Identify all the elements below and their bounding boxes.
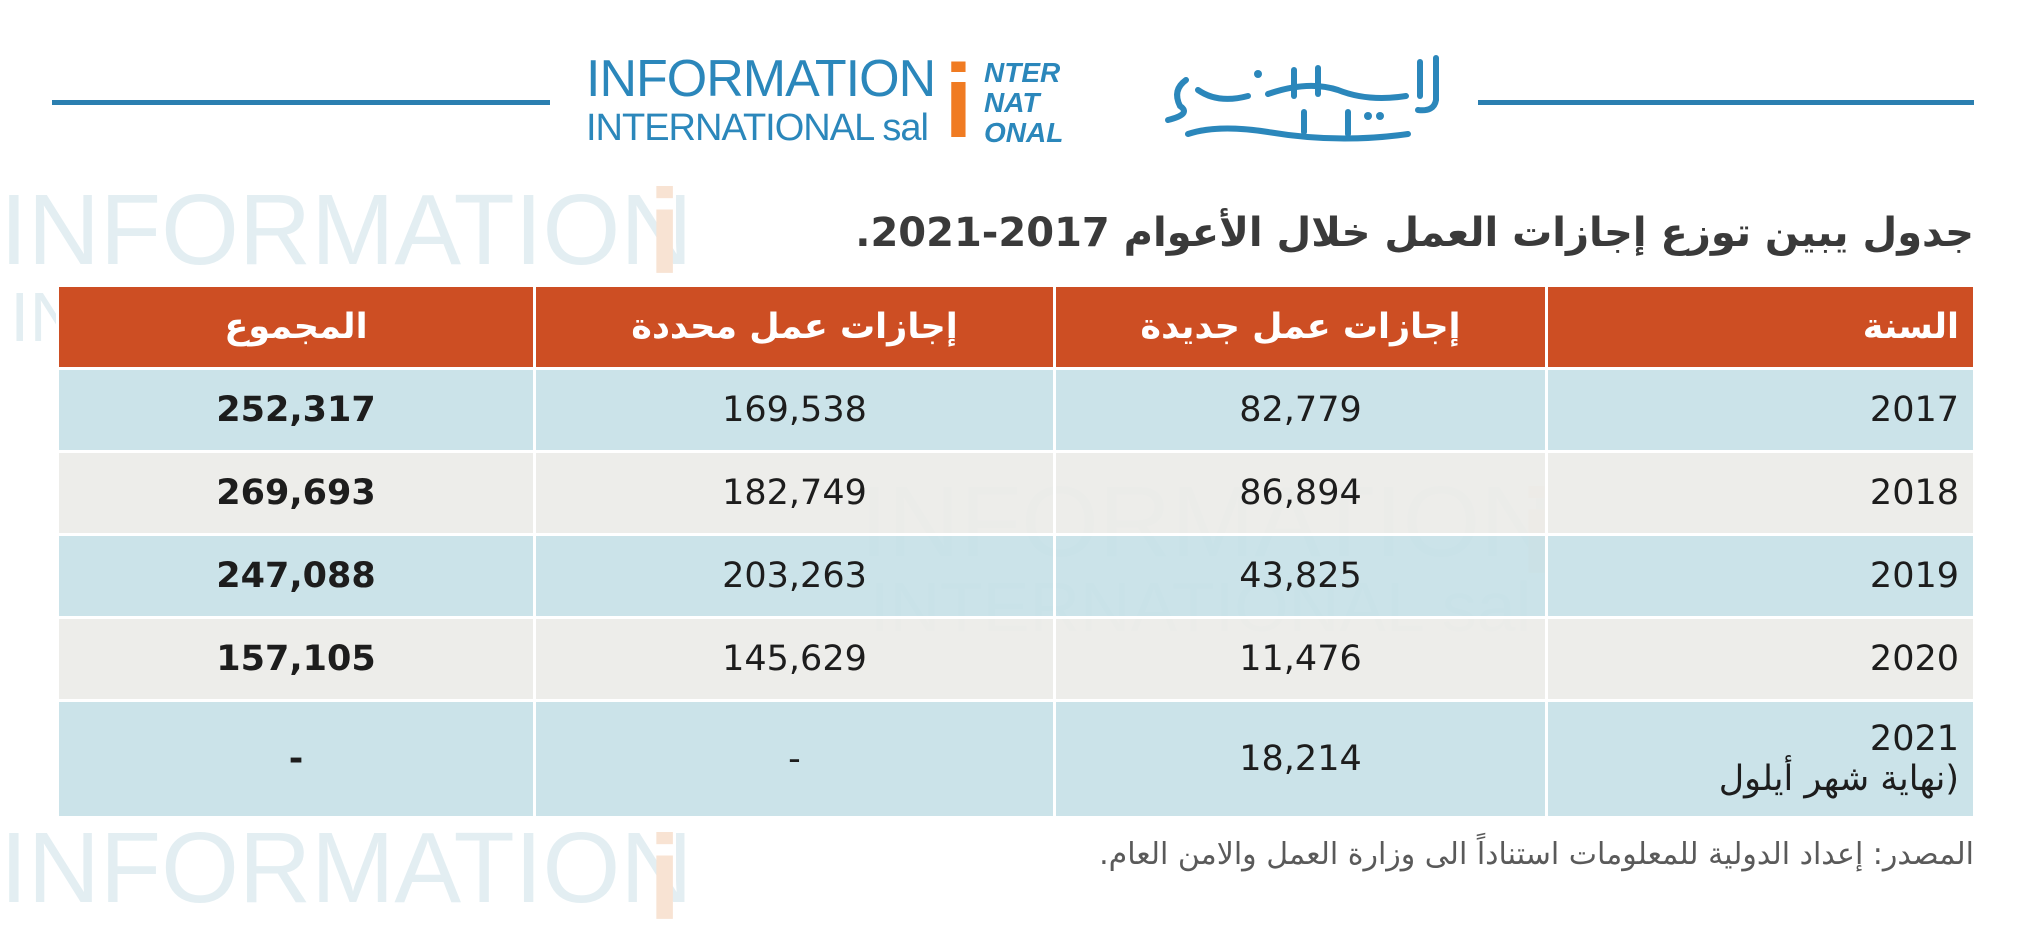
cell-total: 247,088	[56, 533, 536, 619]
cell-total: -	[56, 699, 536, 819]
column-header-total: المجموع	[56, 284, 536, 370]
cell-new-permits: 82,779	[1053, 367, 1548, 453]
logo-mark-line: NTER	[984, 57, 1061, 88]
table-header-row: السنة إجازات عمل جديدة إجازات عمل محددة …	[56, 284, 1976, 370]
cell-year: 2017	[1545, 367, 1976, 453]
logo-english-name: INFORMATION INTERNATIONAL sal	[586, 50, 936, 150]
cell-total: 269,693	[56, 450, 536, 536]
work-permits-table: السنة إجازات عمل جديدة إجازات عمل محددة …	[56, 284, 1976, 819]
cell-renewed-permits: -	[533, 699, 1056, 819]
cell-total: 157,105	[56, 616, 536, 702]
cell-year-value: 2021	[1869, 719, 1959, 759]
cell-new-permits: 18,214	[1053, 699, 1548, 819]
source-note: المصدر: إعداد الدولية للمعلومات استناداً…	[1099, 837, 1974, 872]
logo-mark: i NTER NAT ONAL	[944, 44, 1063, 160]
cell-total: 252,317	[56, 367, 536, 453]
cell-renewed-permits: 169,538	[533, 367, 1056, 453]
logo-mark-line: NAT	[984, 87, 1040, 118]
table-row: 2021 (نهاية شهر أيلول 18,214 - -	[56, 699, 1976, 819]
cell-year: 2018	[1545, 450, 1976, 536]
watermark-i-mark: i	[648, 165, 682, 299]
cell-renewed-permits: 145,629	[533, 616, 1056, 702]
logo-i-letter: i	[944, 44, 973, 160]
table-row: 2017 82,779 169,538 252,317	[56, 367, 1976, 453]
column-header-year: السنة	[1545, 284, 1976, 370]
cell-renewed-permits: 182,749	[533, 450, 1056, 536]
column-header-new-permits: إجازات عمل جديدة	[1053, 284, 1548, 370]
company-logo: INFORMATION INTERNATIONAL sal i NTER NAT…	[586, 44, 1448, 160]
header-rule-left	[52, 100, 550, 105]
cell-new-permits: 86,894	[1053, 450, 1548, 536]
watermark-i-mark: i	[648, 811, 682, 945]
table-row: 2019 43,825 203,263 247,088	[56, 533, 1976, 619]
cell-new-permits: 11,476	[1053, 616, 1548, 702]
cell-new-permits: 43,825	[1053, 533, 1548, 619]
cell-year: 2020	[1545, 616, 1976, 702]
header-rule-right	[1478, 100, 1974, 105]
cell-year: 2019	[1545, 533, 1976, 619]
page-title: جدول يبين توزع إجازات العمل خلال الأعوام…	[855, 210, 1974, 256]
table-row: 2020 11,476 145,629 157,105	[56, 616, 1976, 702]
logo-mark-text: NTER NAT ONAL	[984, 58, 1063, 148]
logo-arabic-calligraphy	[1165, 55, 1439, 142]
column-header-renewed-permits: إجازات عمل محددة	[533, 284, 1056, 370]
logo-line-1: INFORMATION	[586, 50, 936, 108]
logo-mark-line: ONAL	[984, 117, 1064, 148]
cell-year: 2021 (نهاية شهر أيلول	[1545, 699, 1976, 819]
table-row: 2018 86,894 182,749 269,693	[56, 450, 1976, 536]
logo-line-2: INTERNATIONAL sal	[586, 107, 929, 149]
cell-renewed-permits: 203,263	[533, 533, 1056, 619]
cell-year-note: (نهاية شهر أيلول	[1718, 759, 1959, 799]
